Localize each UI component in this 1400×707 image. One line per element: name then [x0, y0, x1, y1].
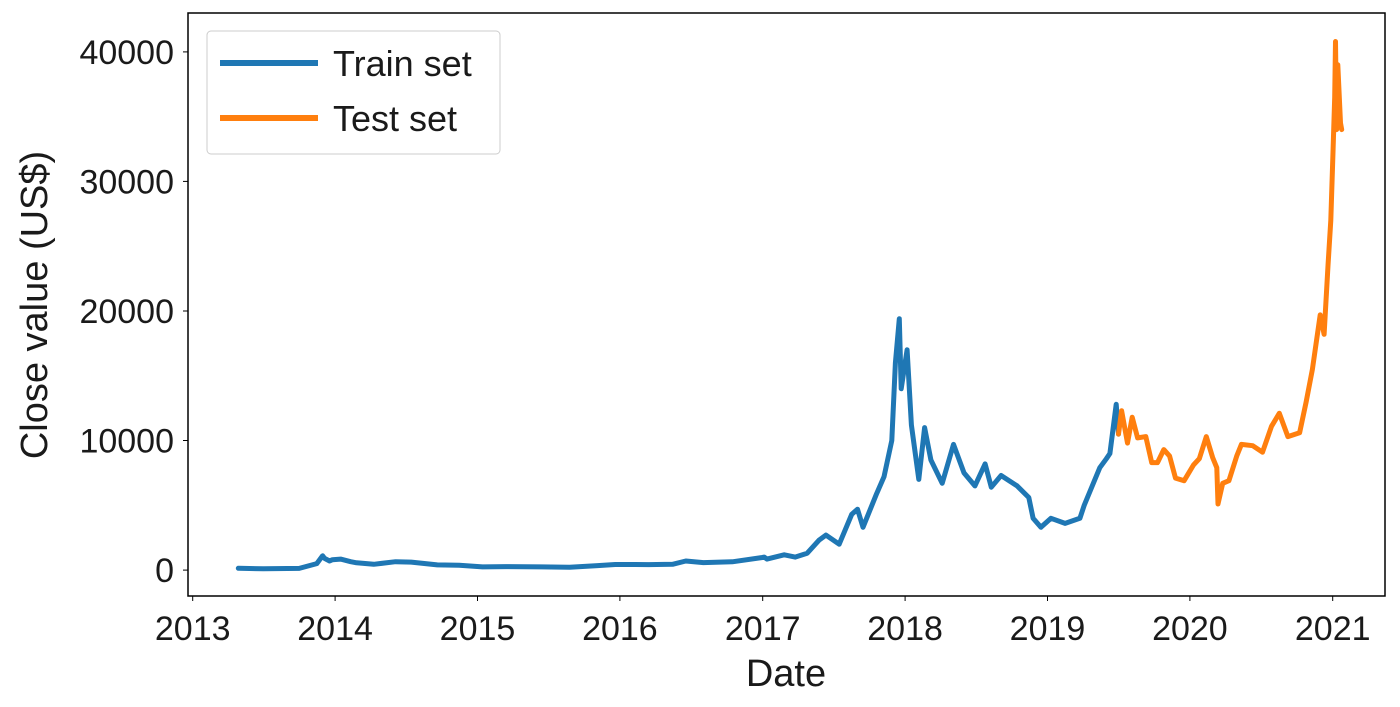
x-tick-label-2013: 2013 — [155, 610, 231, 648]
y-tick-label-10000: 10000 — [79, 423, 174, 461]
series-layer — [235, 39, 1345, 572]
x-tick-label-2014: 2014 — [297, 610, 373, 648]
x-tick-label-2016: 2016 — [582, 610, 658, 648]
y-tick-label-20000: 20000 — [79, 293, 174, 331]
y-tick-label-30000: 30000 — [79, 163, 174, 201]
x-tick-label-2020: 2020 — [1152, 610, 1228, 648]
series-line-test — [1116, 39, 1345, 507]
y-tick-label-40000: 40000 — [79, 34, 174, 72]
legend: Train set Test set — [206, 30, 501, 155]
series-line-train — [235, 316, 1121, 572]
legend-label-test: Test set — [333, 98, 457, 139]
x-tick-label-2018: 2018 — [867, 610, 943, 648]
x-axis-ticks: 2013 2014 2015 2016 2017 2018 2019 2020 2021 — [155, 596, 1371, 648]
x-tick-label-2015: 2015 — [440, 610, 516, 648]
x-axis-label: Date — [746, 653, 826, 695]
y-axis-ticks: 0 10000 20000 30000 40000 — [79, 34, 188, 590]
x-tick-label-2017: 2017 — [725, 610, 801, 648]
x-tick-label-2021: 2021 — [1295, 610, 1371, 648]
y-tick-label-0: 0 — [155, 552, 174, 590]
y-axis-label: Close value (US$) — [14, 151, 56, 459]
x-tick-label-2019: 2019 — [1010, 610, 1086, 648]
plot-frame — [187, 12, 1386, 597]
legend-label-train: Train set — [333, 43, 472, 84]
